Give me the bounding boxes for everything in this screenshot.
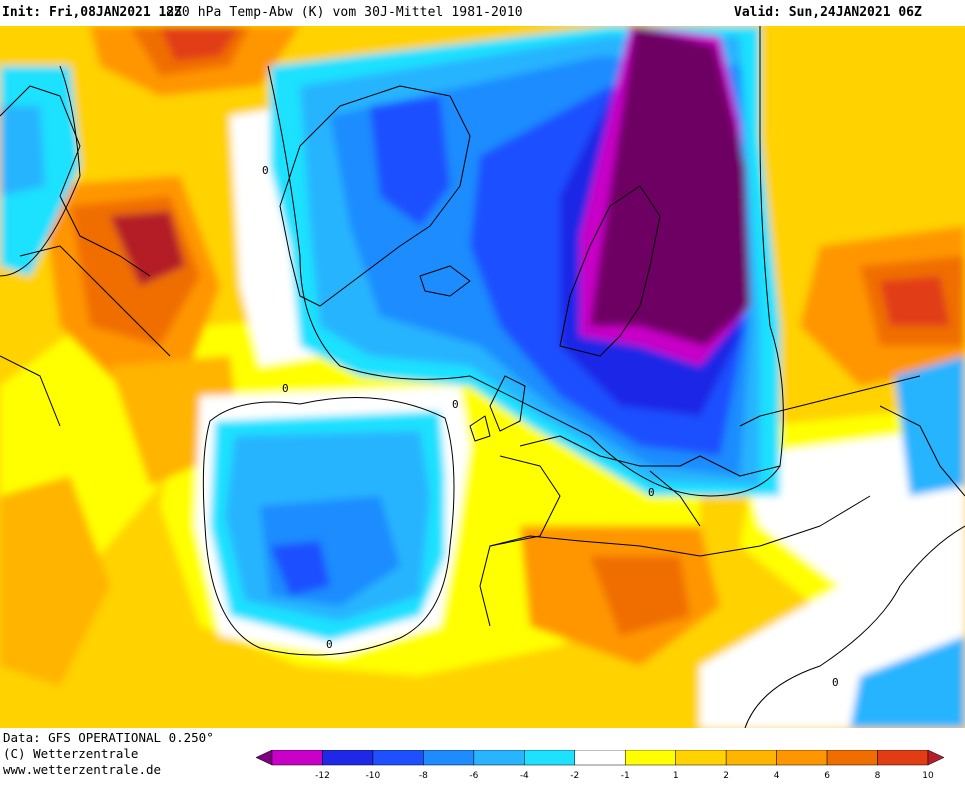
field-darkred-north <box>160 26 240 61</box>
legend-swatch <box>826 750 878 766</box>
legend-tick-label: 6 <box>824 771 830 781</box>
field-sky-west <box>0 106 45 196</box>
legend-tick-label: -4 <box>520 771 529 781</box>
credits: Data: GFS OPERATIONAL 0.250° (C) Wetterz… <box>3 730 214 778</box>
legend-tick-label: -1 <box>621 771 630 781</box>
legend-swatch <box>574 750 626 766</box>
coastlines <box>0 85 965 627</box>
website-link[interactable]: www.wetterzentrale.de <box>3 762 162 777</box>
temperature-anomaly-map: 0 0 0 0 0 0 <box>0 26 965 728</box>
header-bar: Init: Fri,08JAN2021 12Z 850 hPa Temp-Abw… <box>0 0 965 26</box>
legend-swatch <box>776 750 828 766</box>
legend-arrow-right <box>927 750 945 766</box>
contour-label: 0 <box>832 676 839 689</box>
legend-swatch <box>473 750 525 766</box>
contour-east <box>744 525 965 728</box>
footer-bar: Data: GFS OPERATIONAL 0.250° (C) Wetterz… <box>0 728 965 788</box>
legend-swatch <box>675 750 727 766</box>
data-source-text: Data: GFS OPERATIONAL 0.250° <box>3 730 214 745</box>
legend-swatch <box>725 750 777 766</box>
legend-swatch <box>877 750 929 766</box>
legend-swatch <box>423 750 475 766</box>
legend-tick-label: 1 <box>673 771 679 781</box>
legend-swatch <box>271 750 323 766</box>
legend-tick-label: -8 <box>419 771 428 781</box>
legend-tick-label: 4 <box>774 771 780 781</box>
field-darkred-east <box>880 276 950 326</box>
field-purple-core <box>590 26 750 346</box>
zero-contours <box>0 26 965 728</box>
legend-tick-label: 2 <box>723 771 729 781</box>
legend-arrow-left <box>256 750 273 766</box>
contour-cutoff <box>202 397 455 656</box>
map-title: 850 hPa Temp-Abw (K) vom 30J-Mittel 1981… <box>166 5 523 20</box>
field-sky-south <box>850 636 965 728</box>
legend-tick-label: 8 <box>875 771 881 781</box>
contour-label: 0 <box>262 164 269 177</box>
contour-north <box>267 26 784 497</box>
field-orange-west <box>0 476 110 686</box>
field-white-east <box>700 426 965 728</box>
contour-label: 0 <box>452 398 459 411</box>
init-time: Init: Fri,08JAN2021 12Z <box>2 5 183 20</box>
legend-tick-label: -10 <box>366 771 381 781</box>
contour-label: 0 <box>648 486 655 499</box>
field-blue-cutoff <box>270 541 330 596</box>
copyright-text: (C) Wetterzentrale <box>3 746 139 761</box>
contour-label: 0 <box>326 638 333 651</box>
legend-tick-label: -2 <box>570 771 579 781</box>
contour-labels: 0 0 0 0 0 0 <box>262 164 839 689</box>
legend-swatch <box>524 750 576 766</box>
field-darkred-canada <box>110 211 185 286</box>
legend-swatch <box>372 750 424 766</box>
contour-west <box>0 65 81 277</box>
legend-tick-label: -12 <box>315 771 330 781</box>
contour-label: 0 <box>282 382 289 395</box>
field-blue-greenland <box>370 96 450 226</box>
color-legend: -12-10-8-6-4-2-1124681012 <box>256 750 945 781</box>
field-orange-africa-core <box>590 556 690 636</box>
legend-swatch <box>322 750 374 766</box>
field-sky-east <box>895 356 965 496</box>
legend-tick-label: 10 <box>922 771 934 781</box>
valid-time: Valid: Sun,24JAN2021 06Z <box>734 5 922 20</box>
legend-swatch <box>624 750 676 766</box>
legend-tick-label: -6 <box>469 771 478 781</box>
